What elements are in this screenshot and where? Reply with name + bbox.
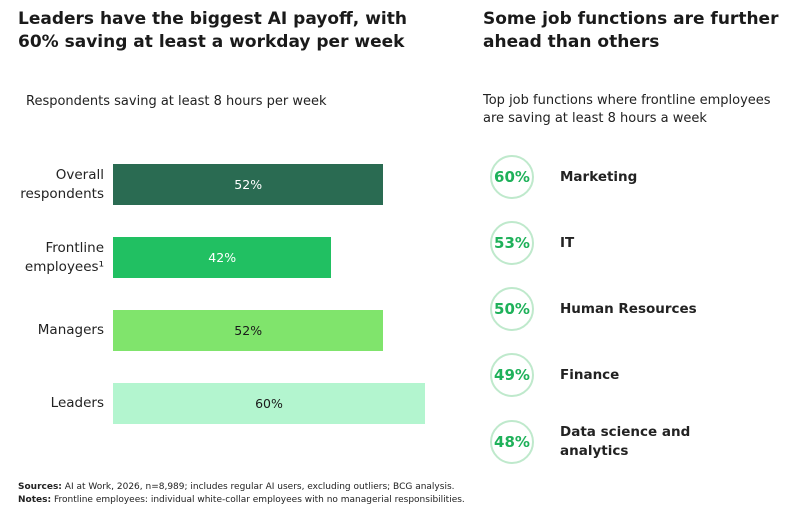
bar: 52%	[113, 164, 384, 205]
value-badge: 48%	[490, 420, 534, 464]
notes: Notes: Frontline employees: individual w…	[18, 495, 465, 505]
notes-label: Notes:	[18, 495, 52, 505]
value-badge: 53%	[490, 221, 534, 265]
notes-text: Frontline employees: individual white-co…	[53, 495, 465, 505]
bar: 52%	[113, 310, 384, 351]
bar: 42%	[113, 237, 332, 278]
value-label: 42%	[208, 250, 237, 265]
right-title: Some job functions are further ahead tha…	[483, 9, 779, 52]
value-badge: 49%	[490, 353, 534, 397]
value-label: 52%	[234, 177, 263, 192]
sources: Sources: AI at Work, 2026, n=8,989; incl…	[18, 482, 455, 492]
function-label: IT	[560, 234, 575, 251]
value-label: 60%	[255, 396, 283, 411]
bar: 60%	[113, 383, 425, 424]
right-subtitle: Top job functions where frontline employ…	[483, 93, 771, 126]
category-label: Managers	[37, 322, 104, 338]
function-label: Marketing	[560, 168, 638, 185]
function-label: Human Resources	[560, 300, 697, 317]
value-badge: 50%	[490, 287, 534, 331]
function-label: Data science and analytics	[560, 424, 691, 459]
value-badge: 60%	[490, 155, 534, 199]
category-label: Leaders	[50, 395, 104, 411]
function-label: Finance	[560, 366, 620, 383]
left-subtitle: Respondents saving at least 8 hours per …	[26, 94, 327, 109]
sources-label: Sources:	[18, 482, 62, 492]
left-title: Leaders have the biggest AI payoff, with…	[18, 9, 407, 52]
category-label: Frontline employees¹	[24, 239, 104, 275]
category-label: Overall respondents	[20, 166, 104, 202]
value-label: 52%	[234, 323, 263, 338]
sources-text: AI at Work, 2026, n=8,989; includes regu…	[64, 482, 455, 492]
